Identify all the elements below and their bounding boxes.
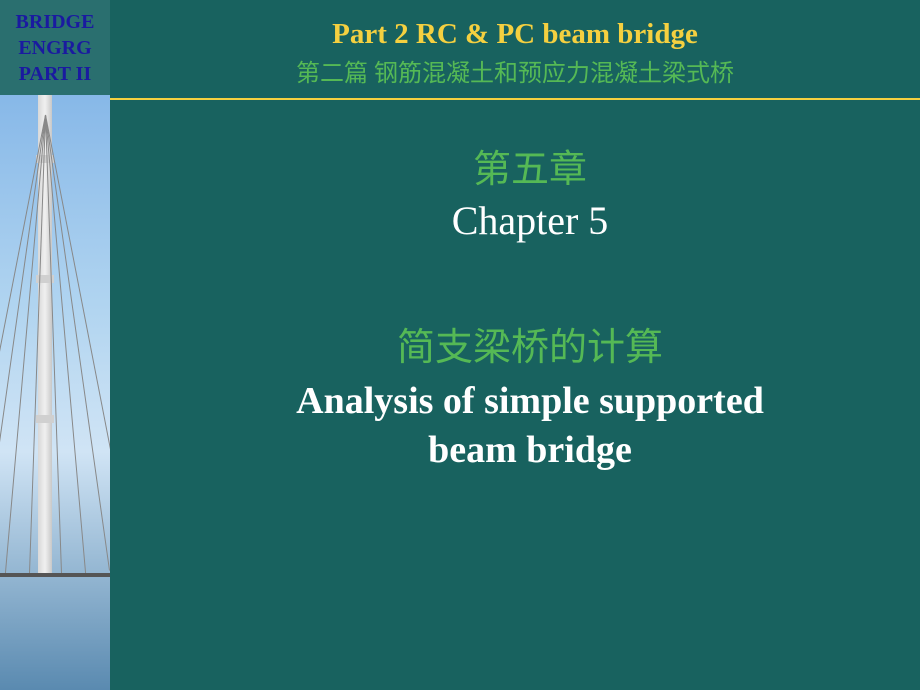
part-title-cn: 第二篇 钢筋混凝土和预应力混凝土梁式桥 bbox=[110, 53, 920, 88]
chapter-subtitle-en: Analysis of simple supported beam bridge bbox=[140, 377, 920, 476]
sidebar-label-line3: PART II bbox=[19, 61, 91, 87]
slide: BRIDGE ENGRG PART II Part 2 RC & PC beam… bbox=[0, 0, 920, 690]
sidebar-label-line2: ENGRG bbox=[18, 35, 91, 61]
bridge-cable bbox=[45, 115, 110, 571]
sidebar-label-line1: BRIDGE bbox=[16, 9, 95, 35]
header: Part 2 RC & PC beam bridge 第二篇 钢筋混凝土和预应力… bbox=[110, 0, 920, 100]
sidebar-label: BRIDGE ENGRG PART II bbox=[0, 0, 110, 95]
bridge-deck bbox=[0, 573, 110, 577]
chapter-label-en: Chapter 5 bbox=[140, 197, 920, 244]
sidebar: BRIDGE ENGRG PART II bbox=[0, 0, 110, 690]
bridge-image bbox=[0, 95, 110, 690]
main-content: Part 2 RC & PC beam bridge 第二篇 钢筋混凝土和预应力… bbox=[110, 0, 920, 690]
part-title-en: Part 2 RC & PC beam bridge bbox=[110, 18, 920, 51]
chapter-label-cn: 第五章 bbox=[140, 138, 920, 193]
subtitle-en-line2: beam bridge bbox=[428, 429, 632, 471]
body-content: 第五章 Chapter 5 简支梁桥的计算 Analysis of simple… bbox=[110, 100, 920, 476]
tower-cross bbox=[36, 415, 54, 423]
subtitle-en-line1: Analysis of simple supported bbox=[296, 380, 764, 422]
chapter-subtitle-cn: 简支梁桥的计算 bbox=[140, 316, 920, 371]
